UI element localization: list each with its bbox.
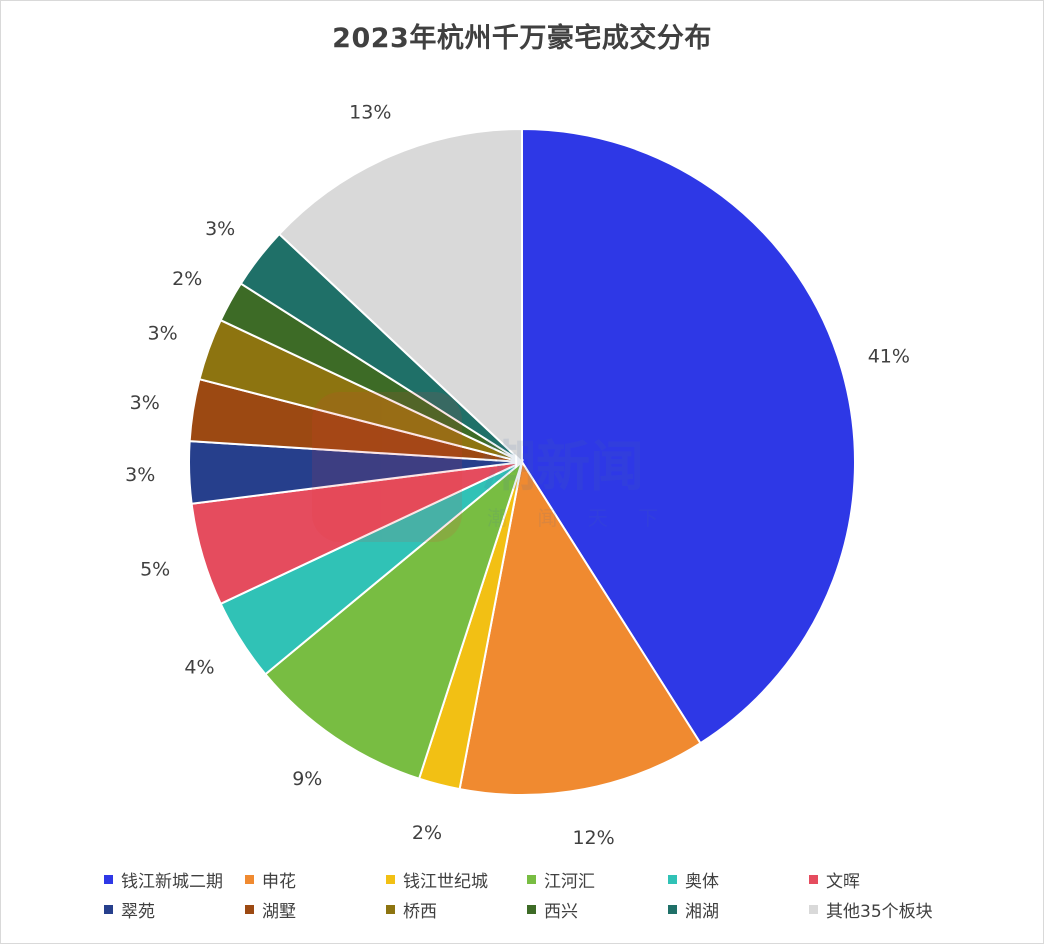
legend-label-10: 湘湖	[685, 901, 719, 922]
legend-swatch-0	[104, 874, 113, 884]
chart-legend: 钱江新城二期 申花 钱江世纪城 江河汇 奥体 文晖翠苑 湖墅 桥西 西兴 湘湖 其他35个板块	[104, 868, 1004, 922]
legend-item-6: 翠苑	[104, 898, 245, 922]
legend-label-1: 申花	[262, 871, 296, 892]
legend-item-7: 湖墅	[245, 898, 386, 922]
pie-data-label-11: 13%	[349, 101, 391, 123]
pie-data-label-7: 3%	[130, 392, 160, 414]
legend-item-10: 湘湖	[668, 898, 809, 922]
legend-swatch-8	[386, 904, 395, 914]
pie-data-label-2: 2%	[412, 822, 442, 844]
pie-data-label-0: 41%	[868, 345, 910, 367]
pie-data-label-10: 3%	[205, 218, 235, 240]
legend-label-4: 奥体	[685, 871, 719, 892]
legend-label-2: 钱江世纪城	[403, 871, 488, 892]
legend-item-0: 钱江新城二期	[104, 868, 245, 892]
legend-label-9: 西兴	[544, 901, 578, 922]
legend-item-5: 文晖	[809, 868, 950, 892]
pie-data-label-1: 12%	[572, 827, 614, 849]
chart-title: 2023年杭州千万豪宅成交分布	[332, 23, 712, 54]
legend-label-3: 江河汇	[544, 871, 595, 892]
legend-item-11: 其他35个板块	[809, 898, 950, 922]
legend-swatch-9	[527, 904, 536, 914]
pie-data-label-3: 9%	[292, 768, 322, 790]
legend-swatch-10	[668, 904, 677, 914]
legend-item-8: 桥西	[386, 898, 527, 922]
legend-swatch-11	[809, 904, 818, 914]
legend-swatch-6	[104, 904, 113, 914]
legend-swatch-3	[527, 874, 536, 884]
pie-data-label-5: 5%	[140, 559, 170, 581]
legend-swatch-1	[245, 874, 254, 884]
pie-chart: 41% 12% 2% 9% 4% 5% 3% 3% 3% 2% 3% 13%	[125, 101, 910, 849]
legend-label-5: 文晖	[826, 871, 860, 892]
legend-item-9: 西兴	[527, 898, 668, 922]
pie-slice-11	[277, 127, 523, 465]
pie-data-label-8: 3%	[148, 323, 178, 345]
legend-swatch-4	[668, 874, 677, 884]
legend-label-6: 翠苑	[121, 901, 155, 922]
legend-swatch-5	[809, 874, 818, 884]
legend-swatch-2	[386, 874, 395, 884]
legend-label-0: 钱江新城二期	[121, 871, 223, 892]
legend-item-4: 奥体	[668, 868, 809, 892]
legend-swatch-7	[245, 904, 254, 914]
legend-item-2: 钱江世纪城	[386, 868, 527, 892]
pie-slice-3	[264, 459, 525, 780]
pie-slice-1	[458, 459, 702, 796]
pie-data-label-9: 2%	[172, 268, 202, 290]
pie-data-label-4: 4%	[184, 657, 214, 679]
legend-item-3: 江河汇	[527, 868, 668, 892]
legend-label-7: 湖墅	[262, 901, 296, 922]
legend-item-1: 申花	[245, 868, 386, 892]
pie-data-label-6: 3%	[125, 464, 155, 486]
legend-label-11: 其他35个板块	[826, 901, 933, 922]
legend-label-8: 桥西	[403, 901, 437, 922]
pie-slice-0	[521, 127, 856, 745]
